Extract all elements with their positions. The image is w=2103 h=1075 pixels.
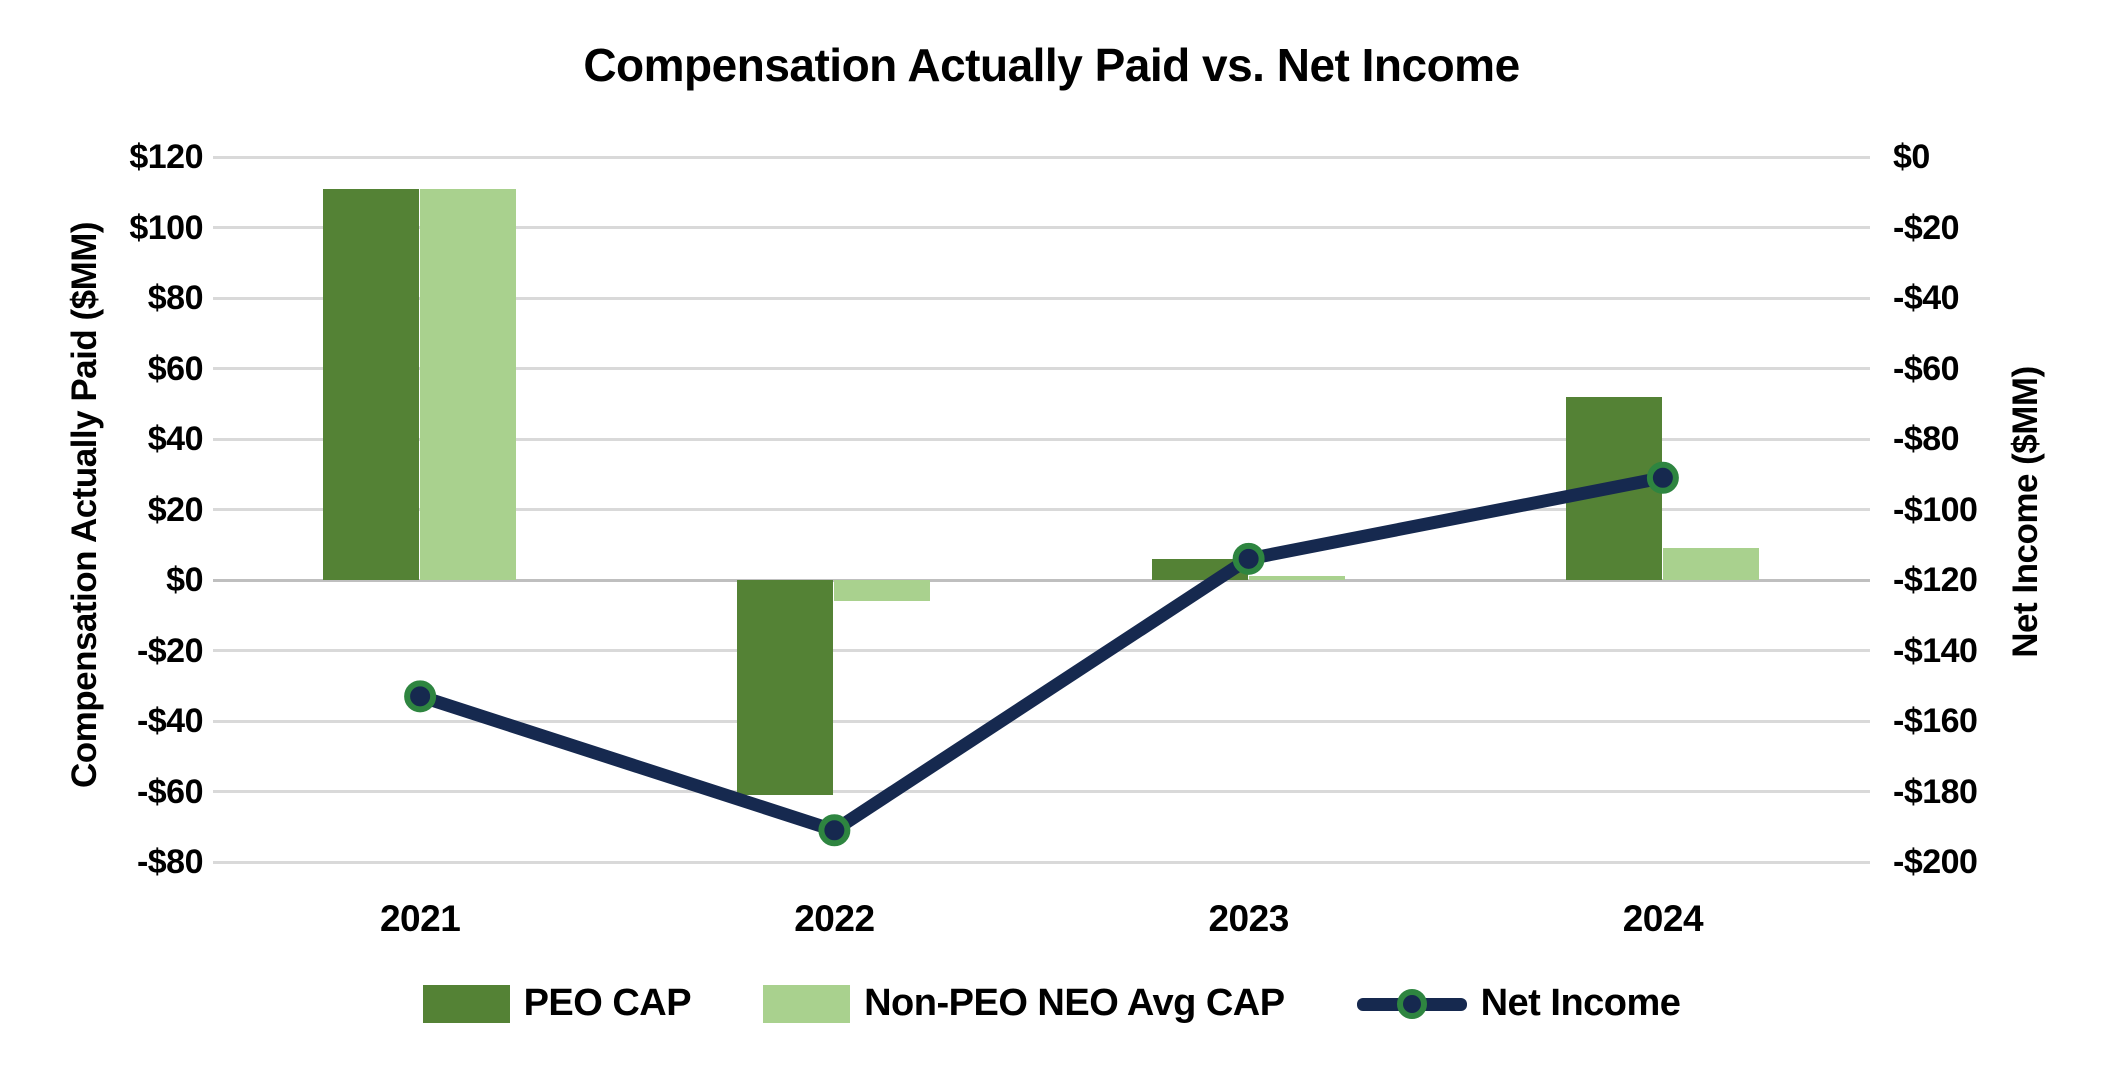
legend-marker-dot	[1396, 988, 1427, 1019]
gridline	[213, 367, 1870, 370]
gridline	[213, 790, 1870, 793]
right-tick-label: -$200	[1893, 843, 1978, 881]
legend-label: Non-PEO NEO Avg CAP	[864, 982, 1285, 1024]
legend-label: Net Income	[1480, 982, 1681, 1024]
left-tick-label: $100	[129, 208, 203, 247]
non-peo-cap-bar-2023	[1248, 576, 1345, 580]
right-tick-label: -$140	[1893, 631, 1978, 670]
right-tick-label: -$60	[1893, 349, 1960, 388]
non-peo-cap-bar-2024	[1662, 548, 1759, 580]
legend-line-marker-swatch	[1356, 985, 1467, 1023]
gridline	[213, 649, 1870, 652]
right-tick-label: $0	[1893, 138, 1930, 176]
right-tick-label: -$160	[1893, 702, 1978, 740]
net-income-line	[413, 471, 1670, 837]
x-axis-label-2023: 2023	[1208, 898, 1289, 939]
right-tick-label: -$100	[1893, 490, 1978, 529]
left-tick-label: $0	[166, 561, 203, 599]
legend-item-peo-cap: PEO CAP	[422, 982, 692, 1025]
gridline	[213, 155, 1870, 159]
gridline	[213, 226, 1870, 229]
non-peo-cap-bar-2022	[834, 580, 931, 602]
chart-title: Compensation Actually Paid vs. Net Incom…	[583, 39, 1520, 91]
left-tick-label: -$20	[136, 631, 204, 670]
x-axis-label-2024: 2024	[1622, 898, 1704, 939]
legend-item-net-income: Net Income	[1356, 982, 1681, 1025]
peo-cap-bar-2024	[1565, 396, 1662, 580]
gridline	[213, 296, 1870, 300]
gridline	[213, 860, 1870, 864]
right-tick-label: -$120	[1893, 561, 1978, 599]
right-tick-label: -$180	[1893, 772, 1978, 811]
left-tick-label: $40	[147, 420, 204, 458]
gridline	[213, 719, 1870, 723]
net-income-marker-2022	[818, 814, 851, 847]
peo-cap-bar-2021	[323, 188, 420, 580]
left-tick-label: -$40	[136, 702, 204, 740]
left-tick-label: -$80	[136, 843, 204, 881]
peo-cap-bar-2023	[1151, 558, 1248, 580]
legend-swatch	[763, 984, 851, 1023]
left-tick-label: $20	[147, 490, 204, 529]
right-tick-label: -$20	[1893, 208, 1960, 247]
net-income-marker-2021	[404, 680, 437, 713]
x-axis-label-2022: 2022	[794, 898, 875, 939]
left-tick-label: $120	[129, 138, 203, 176]
left-tick-label: -$60	[136, 772, 204, 811]
left-tick-label: $80	[147, 279, 204, 317]
legend: PEO CAP Non-PEO NEO Avg CAP Net Income	[0, 982, 2103, 1025]
legend-label: PEO CAP	[523, 982, 692, 1024]
peo-cap-bar-2022	[737, 580, 834, 796]
gridline	[213, 437, 1870, 441]
legend-swatch	[422, 984, 510, 1023]
left-tick-label: $60	[147, 349, 204, 388]
right-tick-label: -$80	[1893, 420, 1960, 458]
legend-item-non-peo-neo-avg-cap: Non-PEO NEO Avg CAP	[763, 982, 1285, 1025]
x-axis-label-2021: 2021	[379, 898, 461, 939]
right-tick-label: -$40	[1893, 279, 1960, 317]
non-peo-cap-bar-2021	[420, 188, 517, 580]
